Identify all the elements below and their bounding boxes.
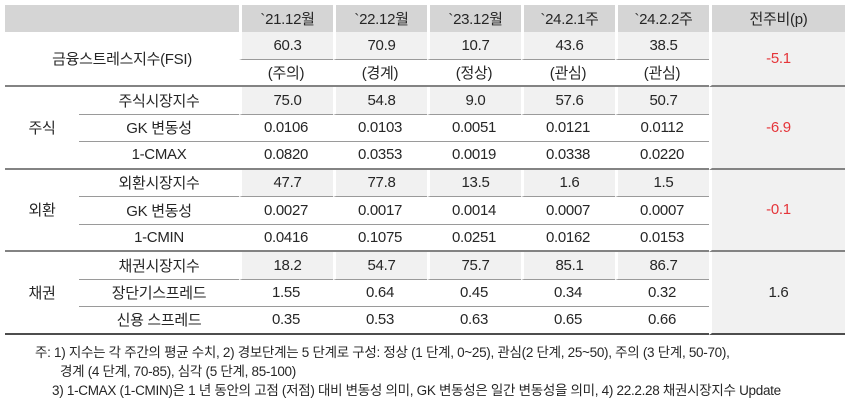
wow-cell-bond: 1.6	[709, 252, 845, 335]
value-cell: 0.0014	[427, 197, 521, 225]
row-label: 외환시장지수	[79, 170, 239, 197]
value-cell: 0.0112	[615, 115, 709, 142]
value-cell: 9.0	[427, 87, 521, 115]
col-header-22-12: `22.12월	[333, 5, 427, 32]
value-cell: 0.35	[239, 307, 333, 335]
row-label: 장단기스프레드	[79, 280, 239, 307]
value-cell: 0.0162	[521, 225, 615, 252]
value-cell: 57.6	[521, 87, 615, 115]
value-cell: 54.7	[333, 252, 427, 280]
col-header-23-12: `23.12월	[427, 5, 521, 32]
value-cell: 50.7	[615, 87, 709, 115]
col-header-24-2-2: `24.2.2주	[615, 5, 709, 32]
fsi-weekly-table: `21.12월 `22.12월 `23.12월 `24.2.1주 `24.2.2…	[5, 5, 845, 400]
footnote-line: 3) 1-CMAX (1-CMIN)은 1 년 동안의 고점 (저점) 대비 변…	[52, 382, 781, 398]
data-table: `21.12월 `22.12월 `23.12월 `24.2.1주 `24.2.2…	[5, 5, 845, 335]
value-cell: 0.0153	[615, 225, 709, 252]
row-label: 신용 스프레드	[79, 307, 239, 335]
fsi-value-cell: 43.6	[521, 32, 615, 60]
corner-cell	[5, 5, 239, 32]
value-cell: 0.0353	[333, 142, 427, 170]
wow-cell-fx: -0.1	[709, 169, 845, 252]
value-cell: 0.66	[615, 307, 709, 335]
value-cell: 0.0027	[239, 197, 333, 225]
fsi-level-cell: (관심)	[615, 60, 709, 87]
value-cell: 54.8	[333, 87, 427, 115]
value-cell: 0.0251	[427, 225, 521, 252]
value-cell: 77.8	[333, 169, 427, 197]
value-cell: 0.45	[427, 280, 521, 307]
value-cell: 0.0017	[333, 197, 427, 225]
col-header-24-2-1: `24.2.1주	[521, 5, 615, 32]
value-cell: 0.0121	[521, 115, 615, 142]
value-cell: 18.2	[239, 252, 333, 280]
value-cell: 0.0007	[521, 197, 615, 225]
fsi-level-cell: (정상)	[427, 60, 521, 87]
footnotes: 주: 1) 지수는 각 주간의 평균 수치, 2) 경보단계는 5 단계로 구성…	[5, 343, 845, 400]
value-cell: 0.0820	[239, 142, 333, 170]
value-cell: 0.0220	[615, 142, 709, 170]
value-cell: 0.0007	[615, 197, 709, 225]
value-cell: 0.1075	[333, 225, 427, 252]
fsi-label: 금융스트레스지수(FSI)	[5, 32, 239, 87]
wow-cell-stock: -6.9	[709, 87, 845, 170]
fsi-level-cell: (주의)	[239, 60, 333, 87]
value-cell: 1.55	[239, 280, 333, 307]
col-header-wow: 전주비(p)	[709, 5, 845, 32]
value-cell: 0.63	[427, 307, 521, 335]
value-cell: 0.0019	[427, 142, 521, 170]
fsi-wow-cell: -5.1	[709, 32, 845, 87]
value-cell: 0.0103	[333, 115, 427, 142]
group-label-bond: 채권	[5, 252, 79, 335]
value-cell: 0.0416	[239, 225, 333, 252]
value-cell: 0.34	[521, 280, 615, 307]
row-label: GK 변동성	[79, 197, 239, 225]
footnote-line: 경계 (4 단계, 70-85), 심각 (5 단계, 85-100)	[60, 363, 296, 379]
row-label: 1-CMIN	[79, 225, 239, 252]
value-cell: 75.7	[427, 252, 521, 280]
fsi-level-cell: (관심)	[521, 60, 615, 87]
value-cell: 13.5	[427, 169, 521, 197]
row-label: 1-CMAX	[79, 142, 239, 170]
value-cell: 1.6	[521, 169, 615, 197]
value-cell: 0.0338	[521, 142, 615, 170]
row-label: GK 변동성	[79, 115, 239, 142]
row-label: 주식시장지수	[79, 87, 239, 115]
fsi-value-cell: 38.5	[615, 32, 709, 60]
value-cell: 0.0106	[239, 115, 333, 142]
fsi-value-cell: 10.7	[427, 32, 521, 60]
value-cell: 85.1	[521, 252, 615, 280]
value-cell: 86.7	[615, 252, 709, 280]
group-label-stock: 주식	[5, 87, 79, 170]
fsi-level-cell: (경계)	[333, 60, 427, 87]
value-cell: 0.32	[615, 280, 709, 307]
col-header-21-12: `21.12월	[239, 5, 333, 32]
row-label: 채권시장지수	[79, 252, 239, 280]
value-cell: 47.7	[239, 169, 333, 197]
footnote-line: 주: 1) 지수는 각 주간의 평균 수치, 2) 경보단계는 5 단계로 구성…	[35, 344, 730, 360]
value-cell: 75.0	[239, 87, 333, 115]
value-cell: 1.5	[615, 169, 709, 197]
value-cell: 0.53	[333, 307, 427, 335]
value-cell: 0.64	[333, 280, 427, 307]
group-label-fx: 외환	[5, 170, 79, 252]
value-cell: 0.65	[521, 307, 615, 335]
value-cell: 0.0051	[427, 115, 521, 142]
fsi-value-cell: 60.3	[239, 32, 333, 60]
fsi-value-cell: 70.9	[333, 32, 427, 60]
